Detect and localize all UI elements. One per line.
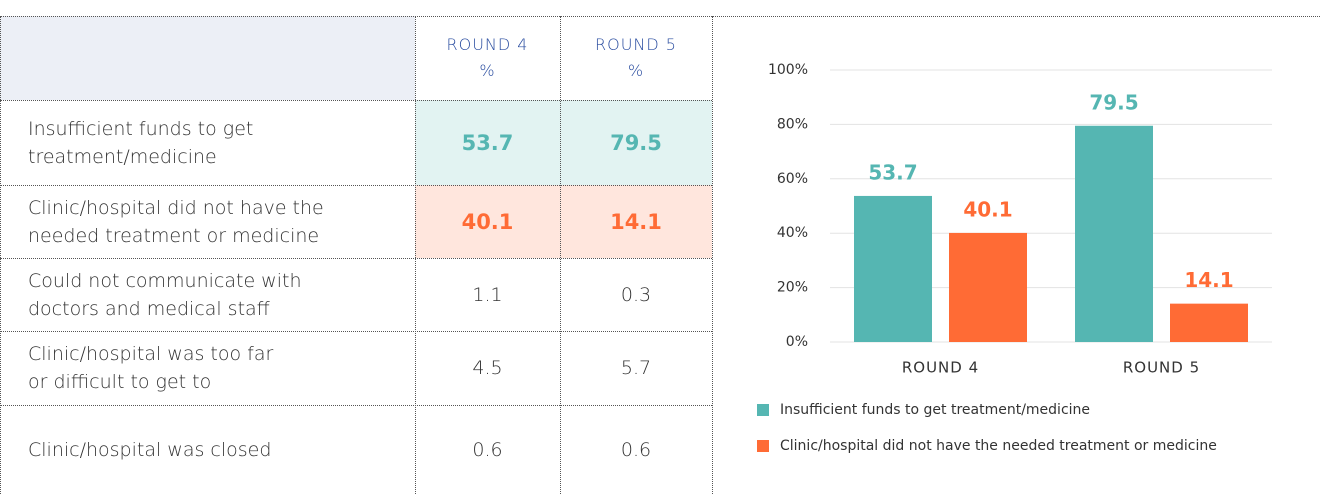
column-header: ROUND 5% [560, 16, 712, 100]
bar [854, 195, 932, 342]
label-line: Clinic/hospital did not have the [28, 196, 324, 219]
row-label: Clinic/hospital was closed [0, 405, 415, 494]
bar [1075, 125, 1153, 342]
value-cell: 0.6 [620, 438, 652, 461]
data-label: 53.7 [868, 160, 917, 184]
header-cell [0, 16, 415, 100]
y-tick-label: 80% [777, 116, 808, 132]
y-tick-label: 60% [777, 171, 808, 187]
data-label: 40.1 [963, 197, 1012, 221]
value-cell: 5.7 [620, 357, 652, 379]
cell-highlight [415, 185, 560, 258]
y-tick-label: 40% [777, 225, 808, 241]
value-cell: 0.3 [620, 283, 652, 306]
y-tick-label: 20% [777, 280, 808, 296]
legend-swatch [757, 440, 769, 452]
label-line: or difficult to get to [28, 371, 212, 393]
header-text: ROUND 5 [595, 35, 677, 54]
cell-highlight [415, 100, 560, 185]
y-tick-label: 0% [786, 334, 808, 350]
row-label: Insufficient funds to get treatment/medic… [0, 100, 415, 185]
value-cell: 53.7 [461, 130, 514, 155]
row-label: Clinic/hospital was too far or difficult … [0, 331, 415, 405]
label-line: doctors and medical staff [28, 297, 270, 320]
data-label: 14.1 [1184, 268, 1233, 292]
value-cell: 0.6 [472, 438, 503, 461]
column-border [712, 16, 713, 494]
value-cell: 4.5 [472, 357, 503, 379]
label-line: Clinic/hospital was too far [28, 343, 274, 365]
cell-highlight [560, 100, 712, 185]
header-text: % [627, 61, 645, 80]
label-line: treatment/medicine [28, 145, 217, 168]
label-line: Could not communicate with [28, 269, 302, 292]
row-border [0, 185, 712, 186]
legend-label: Clinic/hospital did not have the needed … [780, 438, 1217, 454]
column-border [0, 16, 1, 494]
bar [1170, 303, 1248, 342]
label-line: needed treatment or medicine [28, 224, 320, 247]
label-line: Insufficient funds to get [28, 117, 254, 140]
data-label: 79.5 [1089, 90, 1138, 114]
row-border [0, 16, 1320, 17]
value-cell: 1.1 [472, 283, 503, 306]
x-tick-label: ROUND 5 [1123, 359, 1200, 377]
label-line: Clinic/hospital was closed [28, 438, 272, 461]
legend-swatch [757, 404, 769, 416]
y-tick-label: 100% [768, 62, 808, 78]
column-border [415, 16, 416, 494]
x-tick-label: ROUND 4 [902, 359, 979, 377]
header-text: % [479, 61, 496, 80]
column-border [560, 16, 561, 494]
value-cell: 14.1 [610, 209, 662, 234]
row-border [0, 331, 712, 332]
row-label: Could not communicate with doctors and me… [0, 258, 415, 331]
legend-label: Insufficient funds to get treatment/medi… [780, 402, 1090, 418]
row-border [0, 100, 712, 101]
column-header: ROUND 4% [415, 16, 560, 100]
row-border [0, 258, 712, 259]
value-cell: 79.5 [610, 130, 662, 155]
header-text: ROUND 4 [446, 35, 529, 54]
row-border [0, 405, 712, 406]
bar [949, 232, 1027, 342]
cell-highlight [560, 185, 712, 258]
row-label: Clinic/hospital did not have the needed t… [0, 185, 415, 258]
value-cell: 40.1 [461, 209, 514, 234]
